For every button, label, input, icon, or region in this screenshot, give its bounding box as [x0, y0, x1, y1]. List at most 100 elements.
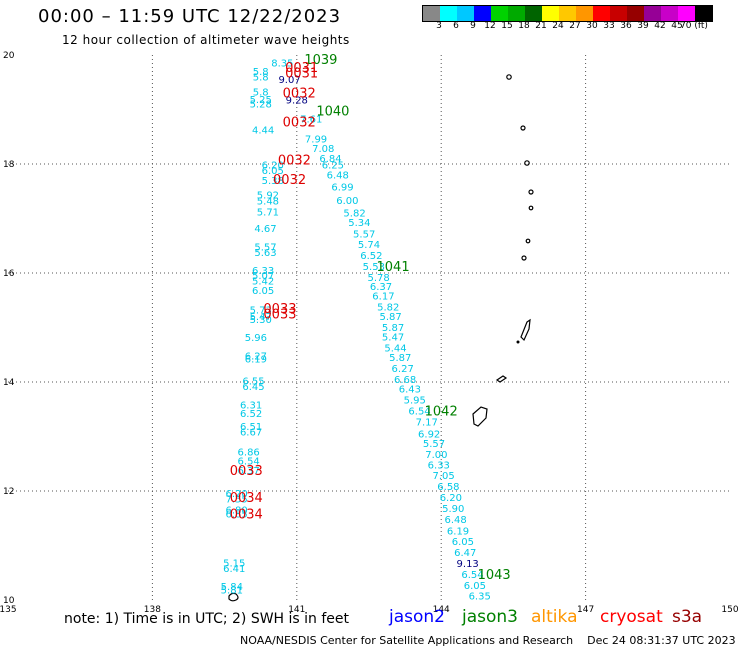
- wave-height-label: 5.28: [250, 100, 272, 111]
- y-tick-label: 20: [3, 51, 15, 61]
- wave-height-label: 9.28: [286, 96, 308, 107]
- wave-height-label: 1042: [425, 404, 458, 419]
- colorbar-swatch-1: [440, 6, 457, 21]
- wave-height-label: 5.8: [253, 88, 269, 99]
- wave-height-label: 5.48: [257, 197, 279, 208]
- wave-height-label: 1043: [478, 568, 511, 583]
- wave-height-label: 4.67: [254, 224, 276, 235]
- colorbar-label: 24: [552, 21, 564, 31]
- island-outline: [228, 592, 239, 602]
- wave-height-label: 6.52: [240, 409, 262, 420]
- colorbar-label: 30: [586, 21, 598, 31]
- colorbar-label: 42: [654, 21, 666, 31]
- y-tick-label: 14: [3, 378, 15, 388]
- wave-height-label: 6.47: [454, 548, 476, 559]
- y-tick-label: 10: [3, 596, 15, 606]
- island-outline: [520, 318, 531, 342]
- wave-height-label: 7.99: [305, 134, 327, 145]
- wave-height-label: 6.52: [360, 251, 382, 262]
- wave-height-label: 7.08: [312, 144, 334, 155]
- wave-height-label: 5.82: [377, 302, 399, 313]
- wave-height-label: 6.67: [240, 428, 262, 439]
- wave-height-label: 0032: [273, 173, 306, 188]
- colorbar-label: 39: [637, 21, 649, 31]
- wave-height-label: 5.96: [245, 333, 267, 344]
- colorbar-swatch-14: [661, 6, 678, 21]
- colorbar-label: 12: [484, 21, 496, 31]
- grid-lines: [8, 55, 730, 600]
- wave-height-label: 6.20: [440, 493, 462, 504]
- colorbar-swatch-13: [644, 6, 661, 21]
- wave-height-label: 7.61: [300, 114, 322, 125]
- wave-height-label: 6.85: [226, 509, 248, 520]
- wave-height-label: 6.92: [418, 429, 440, 440]
- wave-height-label: 6.17: [372, 291, 394, 302]
- x-tick-label: 144: [433, 605, 450, 615]
- wave-height-labels: 8.355.85.85.85.255.284.446.206.055.385.9…: [221, 53, 511, 603]
- wave-height-label: 5.38: [262, 176, 284, 187]
- wave-height-label: 4.44: [252, 126, 274, 137]
- colorbar-label: 70 (ft): [680, 21, 708, 31]
- wave-height-label: 1039: [304, 53, 337, 68]
- colorbar-label: 21: [535, 21, 547, 31]
- wave-height-label: 6.35: [469, 592, 491, 603]
- mission-s3a-label: s3a: [672, 607, 703, 627]
- wave-height-label: 6.84: [319, 154, 341, 165]
- wave-height-label: 6.19: [447, 526, 469, 537]
- wave-height-label: 6.20: [226, 489, 248, 500]
- guam-island-outline: [472, 406, 488, 427]
- wave-height-label: 6.43: [399, 385, 421, 396]
- x-tick-label: 150: [721, 605, 738, 615]
- wave-height-label: 6.27: [245, 351, 267, 362]
- wave-height-label: 5.57: [353, 229, 375, 240]
- wave-height-label: 5.63: [254, 248, 276, 259]
- colorbar-label: 45: [671, 21, 683, 31]
- wave-height-label: 6.33: [252, 266, 274, 277]
- wave-height-label: 6.37: [238, 466, 260, 477]
- chart-title: 00:00 – 11:59 UTC 12/22/2023: [38, 6, 342, 27]
- wave-height-label: 5.78: [367, 273, 389, 284]
- x-tick-label: 138: [144, 605, 161, 615]
- wave-height-label: 7.17: [416, 417, 438, 428]
- wave-height-label: 6.00: [336, 196, 358, 207]
- wave-height-label: 5.87: [389, 353, 411, 364]
- wave-height-label: 1041: [377, 260, 410, 275]
- island-outline: [520, 125, 526, 131]
- wave-height-label: 5.30: [250, 315, 272, 326]
- wave-height-label: 6.19: [245, 355, 267, 366]
- wave-height-label: 6.58: [437, 482, 459, 493]
- mission-cryosat-label: cryosat: [600, 607, 663, 627]
- island-outline: [506, 74, 512, 80]
- wave-height-label: 6.31: [240, 400, 262, 411]
- wave-height-label: 9.07: [278, 75, 300, 86]
- wave-height-label: 5.42: [252, 277, 274, 288]
- wave-height-label: 5.74: [358, 240, 380, 251]
- island-outline: [528, 205, 534, 211]
- wave-height-label: 6.05: [262, 166, 284, 177]
- colorbar-swatch-10: [593, 6, 610, 21]
- wave-height-label: 9.13: [457, 559, 479, 570]
- wave-height-label: 0033: [263, 307, 296, 322]
- wave-height-label: 6.33: [428, 460, 450, 471]
- axis-tick-labels: 135 138 141 144 147 150 10 12 14 16 18 20: [0, 51, 739, 615]
- wave-height-label: 6.48: [445, 515, 467, 526]
- wave-height-label: 1040: [316, 105, 349, 120]
- wave-height-label: 6.05: [452, 537, 474, 548]
- y-tick-label: 18: [3, 160, 15, 170]
- colorbar-label: 6: [453, 21, 459, 31]
- island-outline: [516, 340, 520, 344]
- x-tick-label: 141: [288, 605, 305, 615]
- colorbar-swatch-11: [610, 6, 627, 21]
- mission-jason2-label: jason2: [389, 607, 445, 627]
- wave-height-label: 5.87: [380, 312, 402, 323]
- wave-height-label: 6.05: [252, 286, 274, 297]
- mission-jason3-label: jason3: [462, 607, 518, 627]
- colorbar-label: 15: [501, 21, 513, 31]
- colorbar-swatch-7: [542, 6, 559, 21]
- wave-height-label: 5.53: [363, 262, 385, 273]
- wave-height-label: 0031: [285, 67, 318, 82]
- island-outline: [521, 255, 527, 261]
- colorbar-label: 18: [518, 21, 530, 31]
- wave-height-label: 6.37: [370, 282, 392, 293]
- colorbar-swatch-2: [457, 6, 474, 21]
